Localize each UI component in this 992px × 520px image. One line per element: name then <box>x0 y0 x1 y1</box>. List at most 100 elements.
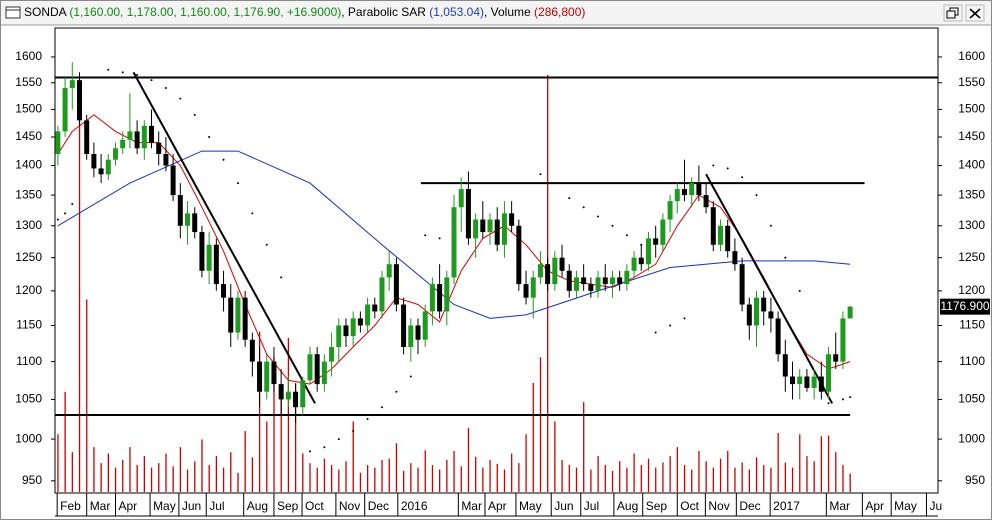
candle-body <box>221 284 227 298</box>
sar-dot <box>136 73 139 76</box>
y-tick-label-right: 1300 <box>958 218 985 232</box>
volume-bar <box>633 453 635 492</box>
candle-body <box>69 80 75 89</box>
volume-bar <box>446 459 448 492</box>
candle-body <box>473 219 479 239</box>
x-tick-label: Jul <box>209 499 224 513</box>
candle-body <box>732 251 738 265</box>
volume-bar <box>338 469 340 492</box>
header-part: SONDA <box>24 5 67 19</box>
volume-bar <box>575 467 578 492</box>
volume-bar <box>100 463 102 492</box>
candle-body <box>257 361 263 392</box>
y-tick-label-right: 1400 <box>958 158 985 172</box>
candle-body <box>105 159 111 175</box>
candle-body <box>422 311 428 340</box>
candle-body <box>249 339 255 362</box>
sar-dot <box>798 289 801 292</box>
volume-bar <box>640 465 642 492</box>
volume-bar <box>57 434 59 492</box>
header-part: (286,800) <box>534 5 585 19</box>
y-tick-label-left: 1600 <box>15 49 42 63</box>
candle-body <box>199 232 205 271</box>
trend-line <box>132 71 316 404</box>
y-tick-label-left: 1350 <box>15 187 42 201</box>
volume-bar <box>799 434 801 492</box>
candle-body <box>530 277 536 298</box>
candle-body <box>552 257 558 285</box>
x-tick-label: Dec <box>739 499 760 513</box>
candle-body <box>501 213 507 245</box>
candle-body <box>329 346 335 362</box>
candle-body <box>559 257 565 271</box>
candle-body <box>386 264 392 278</box>
candle-body <box>91 153 97 169</box>
candle-body <box>660 219 666 245</box>
volume-bar <box>539 357 542 492</box>
volume-bar <box>316 467 318 492</box>
sar-dot <box>366 418 369 421</box>
sar-dot <box>409 375 412 378</box>
chart-header: SONDA (1,160.00, 1,178.00, 1,160.00, 1,1… <box>24 5 585 19</box>
plot-layer <box>55 62 938 492</box>
candle-body <box>372 304 378 312</box>
restore-button[interactable] <box>943 4 963 22</box>
volume-bar <box>359 472 362 492</box>
x-tick-label: 2017 <box>773 499 800 513</box>
volume-bar <box>813 461 815 492</box>
volume-bar <box>273 357 275 492</box>
volume-bar <box>820 436 823 492</box>
sar-dot <box>539 173 542 176</box>
candle-body <box>206 244 212 271</box>
sar-dot <box>193 113 196 116</box>
x-tick-label: Jun <box>554 499 573 513</box>
volume-bar <box>619 461 621 492</box>
volume-bar <box>647 458 650 492</box>
sar-dot <box>568 197 571 200</box>
close-button[interactable] <box>965 4 985 22</box>
volume-bar <box>568 465 570 492</box>
candle-body <box>285 391 291 400</box>
volume-bar <box>532 382 534 492</box>
sar-dot <box>251 212 254 215</box>
candle-body <box>156 142 162 154</box>
candle-body <box>804 376 810 388</box>
candle-body <box>480 219 486 233</box>
y-tick-label-right: 1450 <box>958 129 985 143</box>
y-tick-label-left: 1500 <box>15 102 42 116</box>
candle-body <box>609 277 615 285</box>
candle-body <box>314 354 320 385</box>
candle-body <box>120 139 126 149</box>
volume-bar <box>496 463 498 492</box>
volume-bar <box>323 458 326 492</box>
x-tick-label: Jul <box>584 499 599 513</box>
volume-bar <box>691 469 693 492</box>
volume-bar <box>835 452 837 492</box>
volume-bar <box>518 463 520 492</box>
window-icon <box>5 6 21 19</box>
candle-body <box>595 277 601 291</box>
volume-bar <box>482 467 484 492</box>
volume-bar <box>611 470 614 492</box>
sar-dot <box>438 237 441 240</box>
candle-body <box>465 189 471 239</box>
volume-bar <box>662 462 664 492</box>
candle-body <box>602 277 608 285</box>
candle-body <box>782 354 788 377</box>
sar-dot <box>611 224 614 227</box>
sar-dot <box>654 331 657 334</box>
candle-body <box>797 376 803 385</box>
y-tick-label-left: 1400 <box>15 158 42 172</box>
volume-bar <box>388 458 390 492</box>
volume-bar <box>150 467 153 492</box>
sar-dot <box>164 87 167 90</box>
sar-dot <box>625 234 628 237</box>
volume-bar <box>136 465 138 492</box>
candle-body <box>242 297 248 340</box>
volume-bar <box>251 457 254 492</box>
x-tick-label: Mar <box>90 499 111 513</box>
candle-body <box>689 183 695 196</box>
volume-bar <box>453 450 455 492</box>
volume-bar <box>734 467 736 492</box>
volume-bar <box>431 465 434 492</box>
